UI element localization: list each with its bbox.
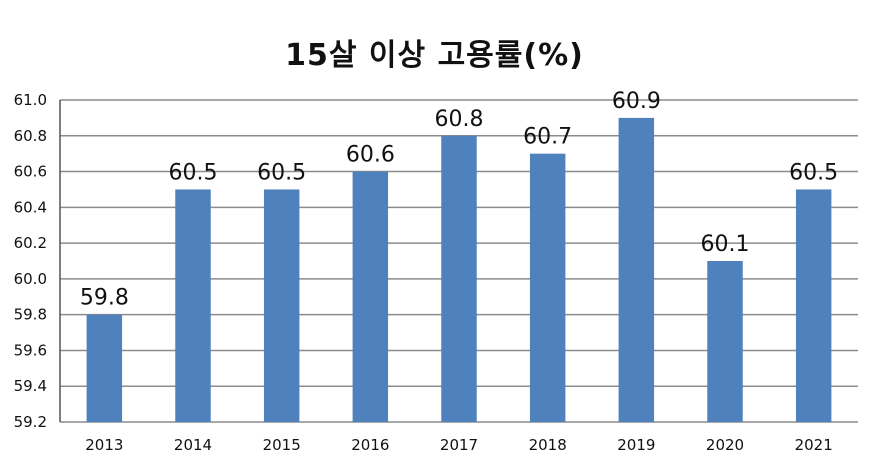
- y-tick-label: 60.4: [14, 198, 47, 216]
- x-axis-ticks: 2013 2014 2015 2016 2017 2018 2019 2020 2021: [85, 436, 833, 454]
- x-tick-label: 2013: [85, 436, 123, 454]
- y-tick-label: 59.6: [14, 341, 47, 359]
- bars: [86, 117, 832, 422]
- y-tick-label: 60.0: [14, 270, 47, 288]
- x-tick-label: 2014: [174, 436, 212, 454]
- x-tick-label: 2017: [440, 436, 478, 454]
- x-tick-label: 2021: [795, 436, 833, 454]
- y-tick-label: 60.6: [14, 163, 47, 181]
- bar-2014: [175, 189, 211, 422]
- y-tick-label: 59.4: [14, 377, 47, 395]
- y-axis-ticks: 59.2 59.4 59.6 59.8 60.0 60.2 60.4 60.6 60.8 61.0: [14, 91, 47, 431]
- chart-title: 15살 이상 고용률(%): [285, 38, 584, 73]
- data-label: 60.9: [612, 89, 661, 114]
- data-label: 60.1: [701, 232, 750, 257]
- bar-2013: [86, 314, 123, 422]
- y-tick-label: 59.2: [14, 413, 47, 431]
- data-label: 60.6: [346, 143, 395, 168]
- bar-2020: [707, 261, 743, 422]
- data-label: 60.5: [169, 160, 218, 185]
- x-tick-label: 2016: [351, 436, 389, 454]
- data-labels: 59.8 60.5 60.5 60.6 60.8 60.7 60.9 60.1 60.5: [80, 89, 838, 311]
- bar-2019: [618, 117, 655, 422]
- data-label: 60.8: [435, 107, 484, 132]
- bar-2016: [352, 171, 389, 422]
- x-tick-label: 2015: [263, 436, 301, 454]
- data-label: 60.7: [523, 125, 572, 150]
- bar-2015: [263, 189, 300, 422]
- bar-2018: [529, 153, 566, 422]
- data-label: 60.5: [257, 160, 306, 185]
- x-tick-label: 2020: [706, 436, 744, 454]
- y-tick-label: 60.8: [14, 127, 47, 145]
- x-tick-label: 2018: [529, 436, 567, 454]
- y-tick-label: 59.8: [14, 306, 47, 324]
- data-label: 59.8: [80, 286, 129, 311]
- bar-2017: [441, 135, 477, 422]
- y-tick-label: 60.2: [14, 234, 47, 252]
- data-label: 60.5: [789, 160, 838, 185]
- x-tick-label: 2019: [617, 436, 655, 454]
- y-tick-label: 61.0: [14, 91, 47, 109]
- bar-2021: [795, 189, 832, 422]
